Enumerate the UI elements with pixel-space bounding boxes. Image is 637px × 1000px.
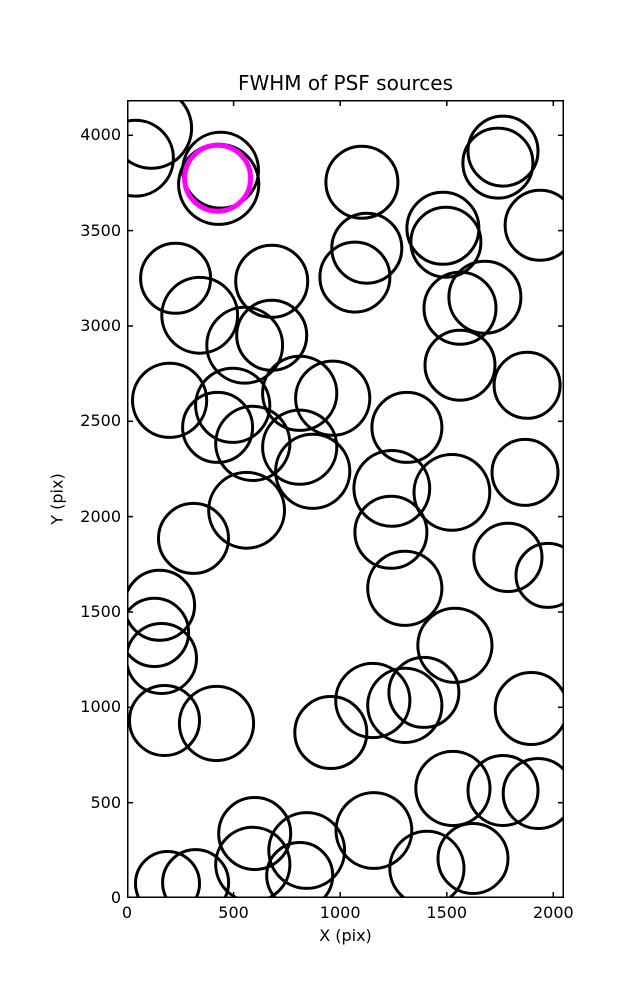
x-tick-label: 0 — [121, 903, 133, 922]
psf-source-circle — [181, 130, 260, 210]
psf-source-circle — [157, 501, 230, 575]
psf-source-circle — [330, 211, 404, 285]
psf-source-circle — [405, 190, 481, 266]
psf-source-circle — [501, 757, 564, 830]
y-tick-label: 4000 — [80, 125, 121, 145]
x-tick-label: 1500 — [426, 903, 468, 922]
psf-source-circle — [127, 118, 175, 198]
psf-source-circle — [267, 811, 347, 890]
psf-source-circle — [127, 568, 197, 642]
psf-source-circle — [492, 350, 562, 420]
psf-source-circle — [324, 144, 400, 220]
psf-source-circle — [409, 205, 483, 279]
y-tick-label: 3500 — [80, 220, 121, 240]
x-tick-label: 500 — [218, 903, 249, 922]
psf-source-circle — [127, 622, 198, 695]
psf-source-circle — [128, 684, 201, 757]
axes-border — [127, 100, 564, 898]
psf-source-circle — [503, 188, 564, 262]
psf-source-circle — [205, 305, 285, 385]
psf-source-circle — [414, 749, 492, 828]
psf-source-circle — [370, 390, 444, 464]
psf-source-circle — [466, 754, 540, 827]
psf-source-circle — [217, 796, 293, 871]
psf-source-circle — [366, 666, 444, 745]
psf-source-circle — [472, 521, 544, 593]
psf-source-circle — [293, 695, 369, 770]
psf-source-circle — [416, 606, 494, 684]
psf-source-circle — [134, 850, 201, 898]
x-axis-label: X (pix) — [319, 926, 372, 945]
psf-source-circle — [214, 825, 292, 898]
psf-source-circle — [235, 298, 309, 372]
psf-source-circle — [161, 848, 231, 898]
x-tick-label: 1000 — [319, 903, 361, 922]
psf-source-circle — [131, 361, 209, 439]
psf-source-circle — [334, 661, 412, 740]
psf-source-circle — [352, 449, 432, 528]
y-tick-label: 0 — [110, 888, 121, 907]
psf-source-circle — [265, 841, 335, 898]
psf-source-circle — [436, 822, 510, 895]
y-tick-label: 2500 — [80, 411, 121, 431]
psf-source-circle — [177, 684, 256, 763]
y-tick-label: 2000 — [80, 506, 121, 526]
psf-source-circle — [514, 541, 564, 609]
psf-source-circle — [318, 240, 392, 314]
y-tick-label: 3000 — [80, 315, 121, 335]
psf-source-circle — [261, 354, 339, 432]
psf-source-circle — [127, 596, 191, 668]
y-tick-label: 1000 — [80, 697, 121, 717]
psf-source-circle — [194, 366, 272, 444]
psf-source-circle — [387, 655, 461, 729]
psf-source-circle — [490, 437, 560, 507]
psf-source-circle — [274, 432, 352, 510]
psf-source-circle — [294, 359, 372, 437]
x-tick-label: 2000 — [532, 903, 574, 922]
psf-source-circle — [181, 390, 255, 464]
psf-source-circle — [466, 114, 540, 188]
y-tick-label: 1500 — [80, 601, 121, 621]
plot-area — [127, 100, 564, 898]
psf-source-circle — [127, 100, 194, 170]
psf-source-circle — [388, 829, 466, 898]
psf-source-circle — [353, 494, 429, 570]
psf-source-circle — [493, 671, 564, 746]
psf-source-circle — [447, 259, 523, 335]
chart-title: FWHM of PSF sources — [237, 71, 454, 95]
psf-source-circle — [366, 549, 444, 627]
psf-source-circle — [207, 470, 286, 550]
psf-source-circle — [461, 126, 535, 200]
psf-source-circle — [261, 408, 339, 486]
y-tick-label: 500 — [90, 792, 121, 812]
psf-source-circle — [334, 791, 414, 870]
psf-source-circle — [423, 328, 497, 402]
psf-source-circle — [160, 275, 240, 355]
psf-source-circle — [412, 453, 492, 532]
highlighted-psf-source-circle — [182, 142, 254, 214]
